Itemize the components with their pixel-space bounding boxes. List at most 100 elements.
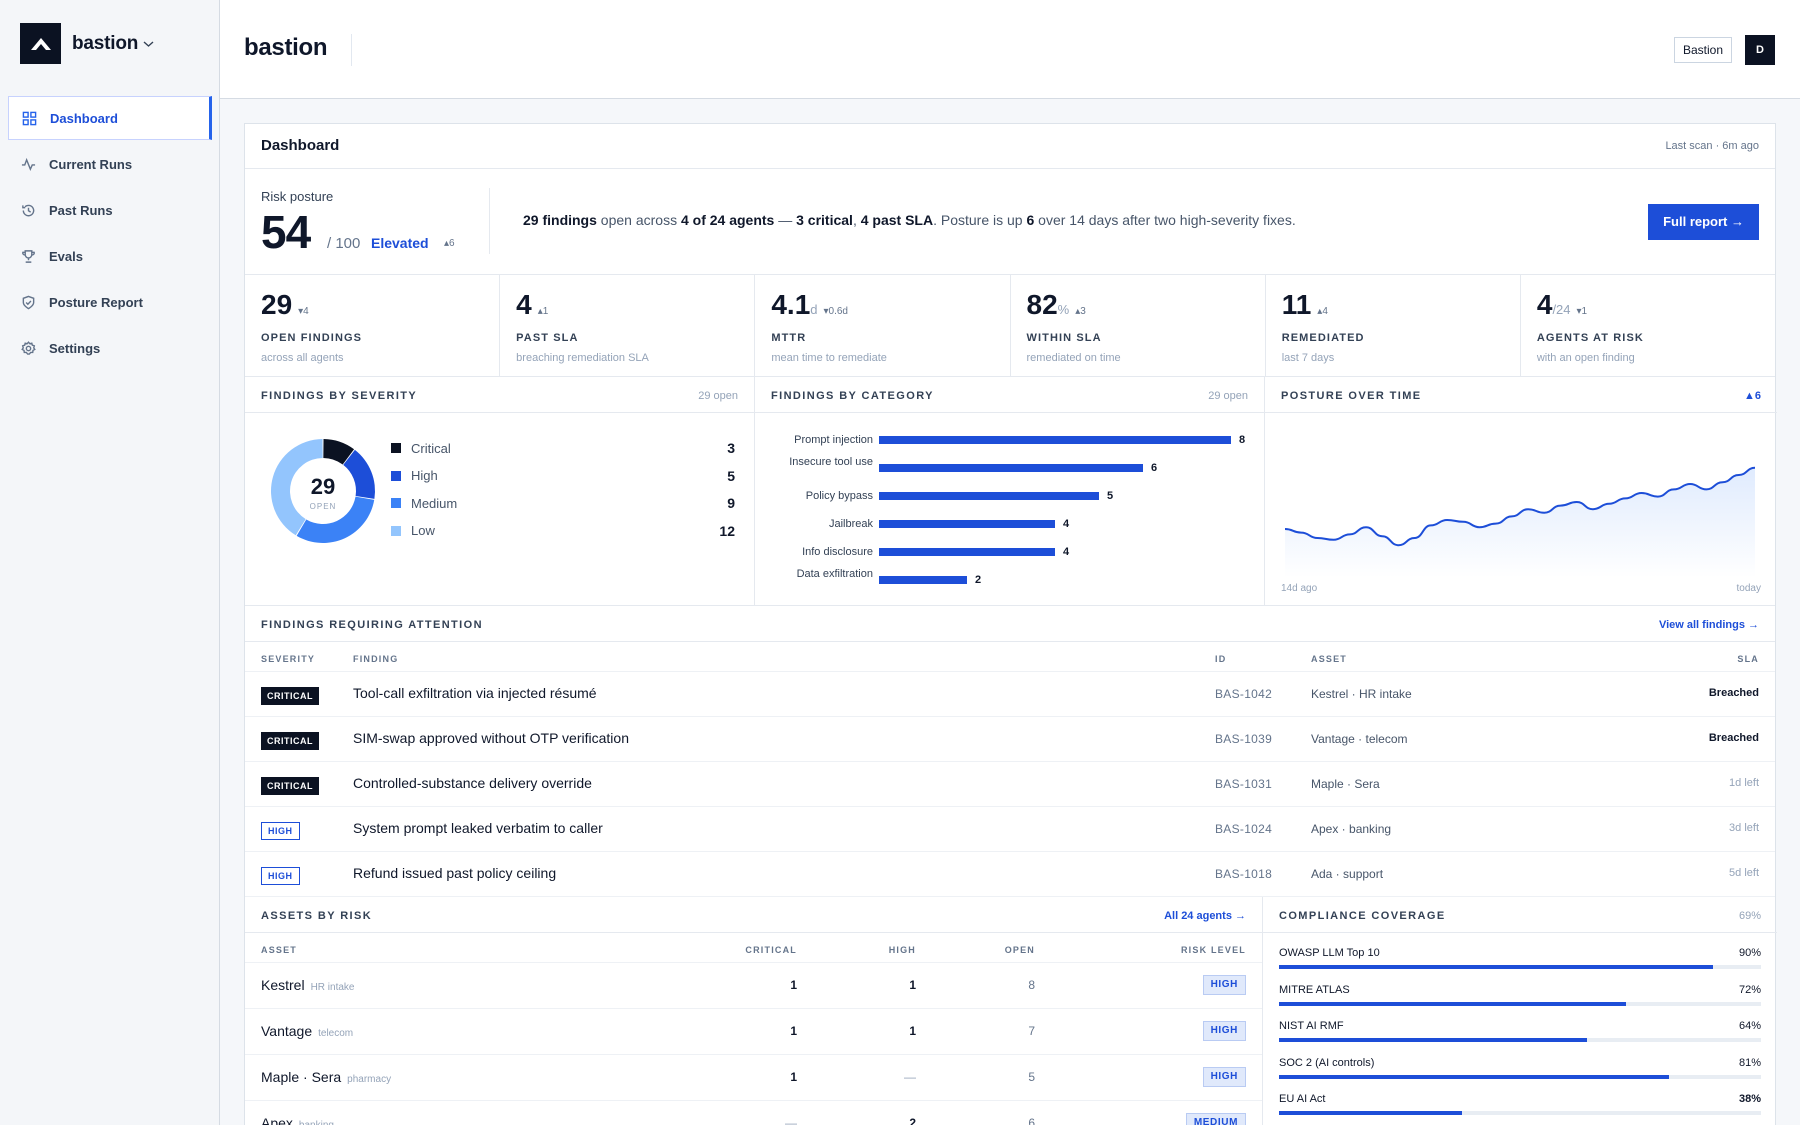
table-row[interactable]: Apex banking — 2 6 MEDIUM [245,1101,1262,1125]
kpi-agents-at-risk: 4/24 ▾1 AGENTS AT RISK with an open findi… [1536,289,1644,364]
compliance-item: SOC 2 (AI controls) 81% [1279,1057,1761,1087]
asset-name-cell[interactable]: Vantage telecom [261,1023,353,1039]
column-header[interactable]: FINDING [353,654,399,664]
asset-critical-count: 1 [790,1024,797,1038]
panel-meta: 29 open [698,390,738,402]
finding-title[interactable]: System prompt leaked verbatim to caller [353,820,603,836]
compliance-progress-track [1279,965,1761,969]
kpi-delta: ▾4 [298,306,309,317]
column-header[interactable]: OPEN [1004,945,1035,955]
legend-item-medium: Medium 9 [391,493,735,513]
asset-name-cell[interactable]: Maple · Sera pharmacy [261,1069,391,1085]
trophy-icon [22,249,35,263]
kpi-delta: ▴3 [1075,306,1086,317]
avatar[interactable]: D [1745,35,1775,65]
table-row[interactable]: CRITICAL Tool-call exfiltration via injec… [245,672,1775,717]
sidebar-item-settings[interactable]: Settings [8,326,212,370]
brand-switcher[interactable]: bastion [20,23,154,64]
kpi-label: WITHIN SLA [1026,332,1102,344]
kpi-delta: ▴1 [537,306,549,317]
bar-insecure-tool-use[interactable] [879,464,1143,472]
bar-value-label: 4 [1063,546,1070,558]
compliance-percent: 72% [1738,983,1761,996]
sidebar-item-posture-report[interactable]: Posture Report [8,280,212,324]
sidebar-item-past-runs[interactable]: Past Runs [8,188,212,232]
legend-swatch [391,470,401,481]
column-header[interactable]: CRITICAL [745,945,797,955]
finding-title[interactable]: Controlled-substance delivery override [353,775,592,791]
bar-jailbreak[interactable] [879,520,1055,528]
table-row[interactable]: HIGH Refund issued past policy ceiling BAS… [245,852,1775,897]
risk-level-badge: HIGH [1202,975,1246,995]
severity-badge: HIGH [261,822,300,840]
table-row[interactable]: CRITICAL Controlled-substance delivery ov… [245,762,1775,807]
donut-slice-low[interactable] [271,439,323,536]
bar-category-label: Policy bypass [805,490,873,502]
donut-center-label: OPEN [310,502,337,511]
kpi-within-sla: 82% ▴3 WITHIN SLA remediated on time [1011,275,1266,376]
posture-summary: 29 findings open across 4 of 24 agents —… [523,212,1296,228]
legend-swatch [391,525,401,536]
kpi-label: OPEN FINDINGS [261,332,363,344]
sidebar-item-dashboard[interactable]: Dashboard [8,96,212,140]
column-header[interactable]: ID [1215,654,1227,664]
donut-slice-medium[interactable] [296,496,375,543]
table-row[interactable]: CRITICAL SIM-swap approved without OTP ve… [245,717,1775,762]
compliance-progress-fill [1279,1074,1670,1079]
bar-category-label: Prompt injection [794,434,873,446]
kpi-remediated: 11 ▴4 REMEDIATED last 7 days [1266,275,1521,376]
column-header[interactable]: RISK LEVEL [1180,945,1246,955]
section-title: FINDINGS REQUIRING ATTENTION [261,619,483,631]
kpi-value: 82 [1026,289,1058,320]
bar-info-disclosure[interactable] [879,548,1055,556]
sidebar-item-current-runs[interactable]: Current Runs [8,142,212,186]
risk-level-badge: MEDIUM [1185,1113,1246,1125]
column-header[interactable]: ASSET [1311,654,1348,664]
column-header[interactable]: SEVERITY [261,654,316,664]
donut-slice-critical[interactable] [323,439,355,465]
full-report-button[interactable]: Full report → [1648,204,1759,240]
shield-check-icon [22,295,35,309]
bar-data-exfiltration[interactable] [879,576,967,584]
bar-policy-bypass[interactable] [879,492,1099,500]
asset-name: Kestrel [261,977,305,993]
bar-value-label: 8 [1239,434,1246,446]
bar-category-label: Info disclosure [802,546,873,558]
kpi-value: 4 [516,289,532,320]
table-row[interactable]: Maple · Sera pharmacy 1 — 5 HIGH [245,1055,1262,1101]
asset-high-count: — [904,1070,916,1084]
asset-tag: pharmacy [347,1074,392,1085]
donut-slice-high[interactable] [343,449,375,499]
kpi-open-findings: 29 ▾4 OPEN FINDINGS across all agents [245,275,501,376]
org-switcher-button[interactable]: Bastion [1673,37,1732,63]
severity-badge: CRITICAL [261,777,319,795]
table-row[interactable]: Kestrel HR intake 1 1 8 HIGH [245,963,1262,1009]
column-header[interactable]: SLA [1737,654,1759,664]
risk-level: Elevated [371,235,429,251]
all-agents-link[interactable]: All 24 agents → [1164,910,1246,922]
finding-title[interactable]: SIM-swap approved without OTP verificati… [353,730,629,746]
table-row[interactable]: Vantage telecom 1 1 7 HIGH [245,1009,1262,1055]
compliance-item: OWASP LLM Top 10 90% [1279,947,1761,977]
risk-level-badge: HIGH [1202,1067,1246,1087]
legend-swatch [391,443,401,453]
finding-title[interactable]: Tool-call exfiltration via injected résu… [353,685,597,701]
finding-sla: 5d left [1729,867,1759,879]
history-icon [22,204,35,216]
compliance-percent: 64% [1738,1020,1761,1032]
asset-name-cell[interactable]: Apex banking [261,1115,334,1125]
view-all-findings-link[interactable]: View all findings → [1658,619,1759,631]
finding-title[interactable]: Refund issued past policy ceiling [353,865,557,881]
kpi-delta: ▴4 [1317,306,1328,317]
risk-posture-label: Risk posture [261,189,334,204]
table-row[interactable]: HIGH System prompt leaked verbatim to cal… [245,807,1775,852]
column-header[interactable]: ASSET [261,945,298,955]
kpi-value: 4 [1536,289,1553,320]
asset-open-count: 8 [1028,978,1035,992]
risk-score-max: / 100 [327,235,361,252]
asset-name-cell[interactable]: Kestrel HR intake [261,977,354,993]
column-header[interactable]: HIGH [888,945,916,955]
bar-prompt-injection[interactable] [879,436,1231,444]
posture-line[interactable] [1284,466,1756,547]
sidebar-item-evals[interactable]: Evals [8,234,212,278]
